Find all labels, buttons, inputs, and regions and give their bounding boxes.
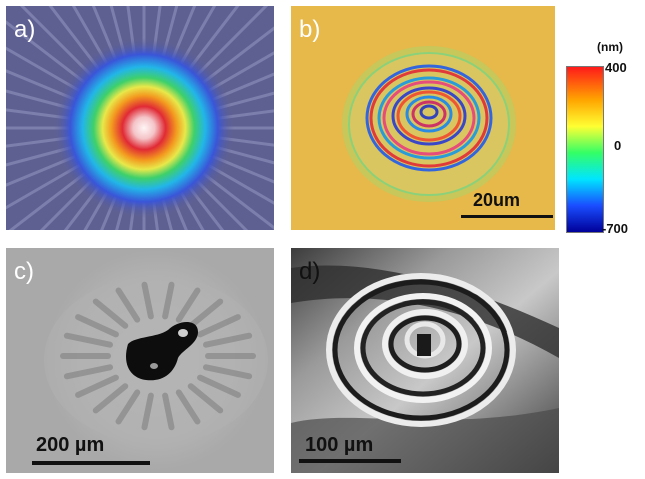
streak-line bbox=[197, 374, 241, 398]
panel-b-label: b) bbox=[299, 16, 321, 43]
ray-line bbox=[151, 197, 159, 230]
colorbar bbox=[566, 66, 604, 233]
height-map-graphic bbox=[291, 6, 555, 230]
panel-c-image: c) 200 µm bbox=[6, 248, 274, 473]
panel-a-label: a) bbox=[14, 16, 36, 43]
ray-line bbox=[213, 109, 274, 121]
micrograph-d-graphic bbox=[291, 248, 559, 473]
ray-line bbox=[185, 6, 240, 74]
streak-line bbox=[141, 281, 154, 320]
panel-b-image: b) 20um bbox=[291, 6, 555, 230]
rainbow-spot-graphic bbox=[6, 6, 274, 230]
ray-line bbox=[48, 6, 103, 74]
streak-line bbox=[92, 383, 129, 414]
streak-line bbox=[92, 298, 129, 329]
streak-line bbox=[115, 287, 141, 323]
ray-line bbox=[213, 135, 274, 147]
panel-a-image: a) bbox=[6, 6, 274, 230]
streak-line bbox=[75, 314, 119, 338]
ray-line bbox=[151, 6, 162, 59]
panel-d-scale-label: 100 µm bbox=[305, 434, 374, 456]
streak-line bbox=[63, 332, 114, 348]
streak-line bbox=[115, 389, 141, 425]
micrograph-c-graphic bbox=[6, 248, 274, 473]
colorbar-tick-min: -700 bbox=[602, 221, 629, 236]
colorbar-tick-zero: 0 bbox=[614, 138, 622, 153]
streak-line bbox=[162, 281, 175, 320]
streak-line bbox=[75, 374, 119, 398]
streak-line bbox=[197, 314, 241, 338]
streak-line bbox=[187, 383, 224, 414]
ray-line bbox=[126, 6, 137, 59]
panel-c-label: c) bbox=[14, 258, 34, 285]
streak-line bbox=[63, 364, 114, 380]
streak-line bbox=[141, 392, 154, 431]
panel-c-scale-label: 200 µm bbox=[36, 434, 105, 456]
streak-line bbox=[175, 287, 201, 323]
streak-line bbox=[202, 332, 253, 348]
ray-line bbox=[6, 20, 90, 87]
streak-line bbox=[175, 389, 201, 425]
panel-d-label: d) bbox=[299, 258, 321, 285]
colorbar-tick-max: 400 bbox=[605, 60, 627, 75]
ray-line bbox=[8, 169, 90, 230]
panel-b-scale-label: 20um bbox=[473, 190, 521, 210]
colorbar-unit: (nm) bbox=[597, 40, 623, 54]
ray-line bbox=[129, 197, 137, 230]
streak-line bbox=[187, 298, 224, 329]
streak-line bbox=[162, 392, 175, 431]
panel-d-image: d) 100 µm bbox=[291, 248, 559, 473]
streak-line bbox=[202, 364, 253, 380]
